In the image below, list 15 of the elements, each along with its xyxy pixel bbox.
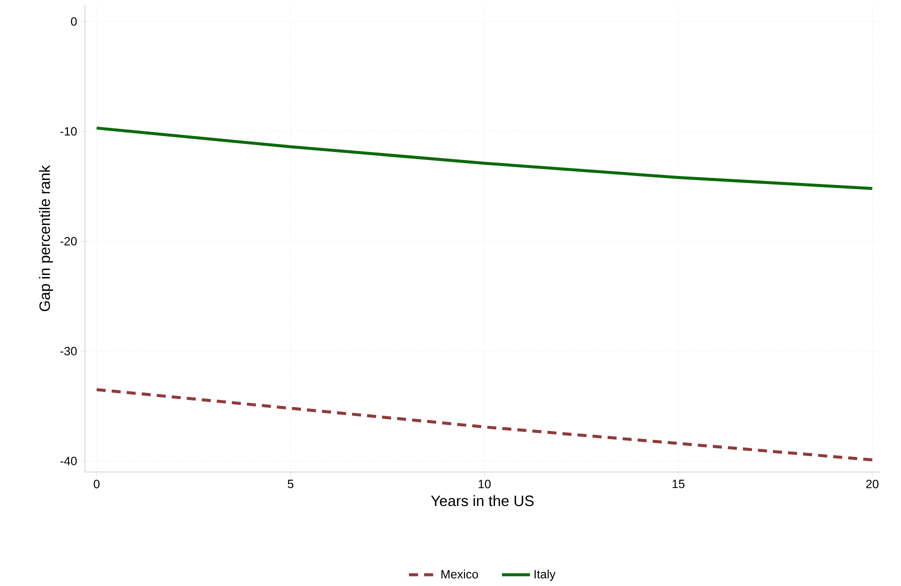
x-axis-title: Years in the US bbox=[431, 495, 534, 506]
legend-label: Italy bbox=[534, 570, 556, 581]
y-tick-label: -20 bbox=[60, 237, 77, 246]
x-tick-label: 10 bbox=[478, 480, 491, 488]
x-tick-label: 5 bbox=[288, 480, 294, 488]
line-series bbox=[95, 126, 874, 190]
y-tick-label: -10 bbox=[60, 127, 77, 136]
y-tick-label: -40 bbox=[60, 456, 77, 466]
y-axis-title: Gap in percentile rank bbox=[39, 165, 53, 312]
x-tick-label: 0 bbox=[94, 480, 100, 488]
legend-label: Mexico bbox=[441, 570, 478, 578]
y-tick-label: 0 bbox=[70, 17, 77, 26]
x-tick-label: 20 bbox=[866, 480, 878, 488]
x-tick-label: 15 bbox=[672, 480, 685, 488]
y-tick-label: -30 bbox=[60, 346, 77, 356]
